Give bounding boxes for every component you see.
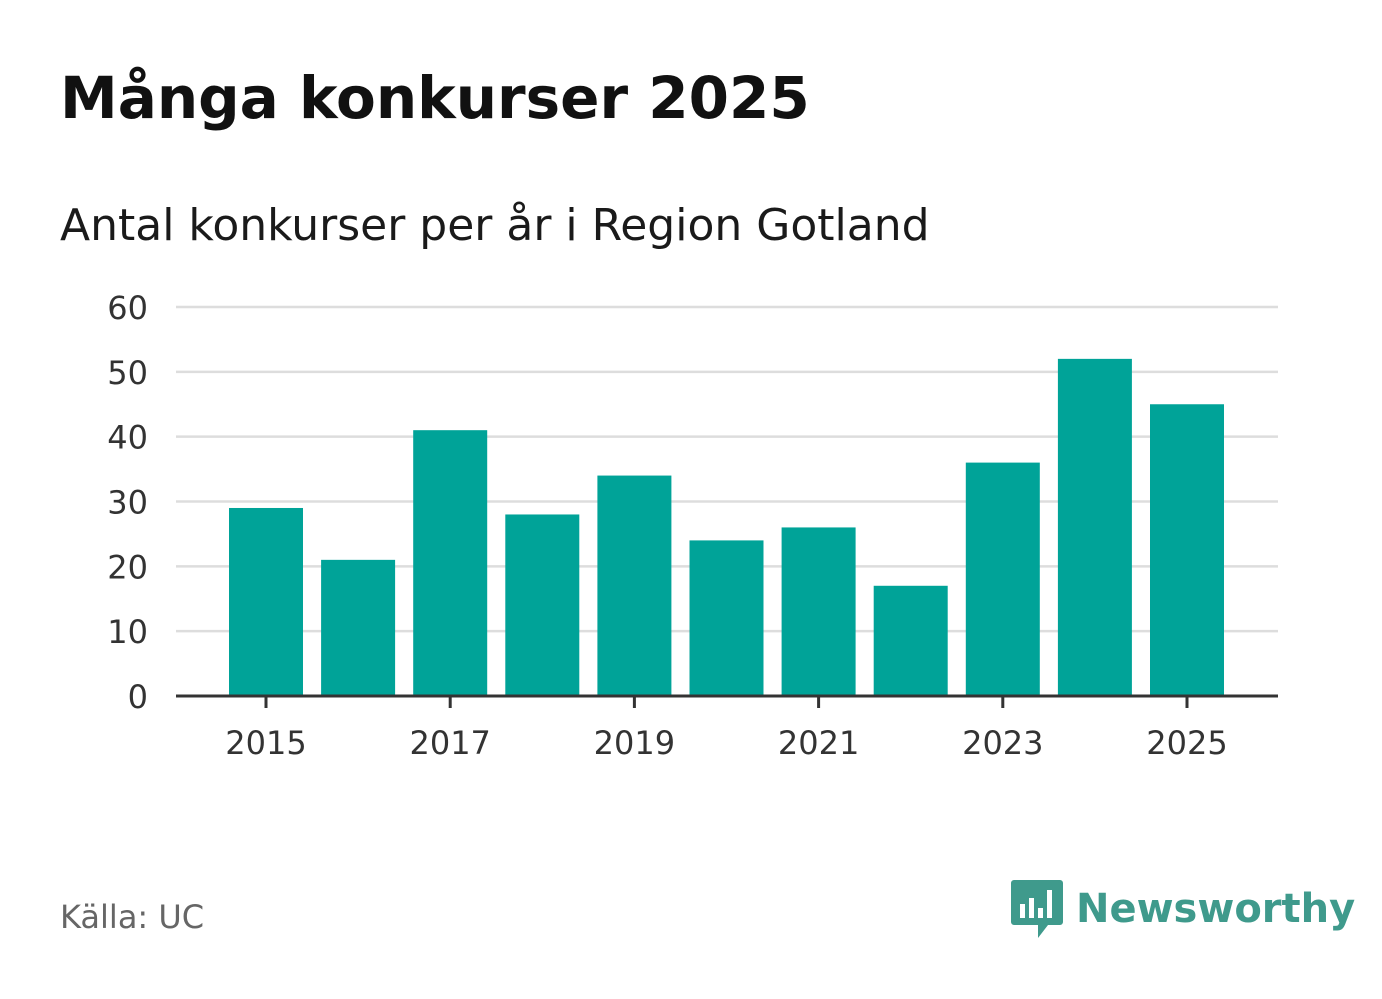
- y-tick-label: 10: [107, 613, 148, 651]
- bar-2021: [781, 527, 856, 696]
- x-tick-label: 2023: [962, 724, 1043, 762]
- newsworthy-logo: Newsworthy: [1010, 878, 1355, 940]
- y-tick-label: 60: [107, 289, 148, 327]
- axes: 0 10 20 30 40 50 60 2015 2017 2019 2021 2023 2025: [107, 289, 1278, 762]
- x-tick-label: 2015: [225, 724, 306, 762]
- bar-2025: [1150, 404, 1224, 696]
- bar-2015: [229, 507, 303, 696]
- y-tick-label: 40: [107, 419, 148, 457]
- x-tick-label: 2025: [1146, 724, 1227, 762]
- bar-2020: [689, 540, 764, 696]
- x-tick-label: 2021: [778, 724, 859, 762]
- y-tick-label: 30: [107, 484, 148, 522]
- source-note: Källa: UC: [60, 898, 205, 936]
- y-tick-label: 50: [107, 354, 148, 392]
- logo-text: Newsworthy: [1076, 886, 1356, 932]
- newsworthy-chart-bubble-icon: [1011, 880, 1063, 938]
- y-tick-label: 0: [128, 678, 148, 716]
- y-tick-label: 20: [107, 548, 148, 586]
- bar-2024: [1057, 358, 1132, 696]
- bar-2022: [873, 585, 948, 696]
- bars: [229, 358, 1224, 696]
- bar-2023: [965, 462, 1040, 696]
- bar-2017: [413, 430, 488, 696]
- bar-2019: [597, 475, 672, 696]
- chart-title: Många konkurser 2025: [60, 64, 810, 132]
- chart-subtitle: Antal konkurser per år i Region Gotland: [60, 200, 930, 251]
- bar-2016: [321, 559, 396, 696]
- x-tick-label: 2017: [409, 724, 490, 762]
- bar-2018: [505, 514, 580, 696]
- x-tick-label: 2019: [594, 724, 675, 762]
